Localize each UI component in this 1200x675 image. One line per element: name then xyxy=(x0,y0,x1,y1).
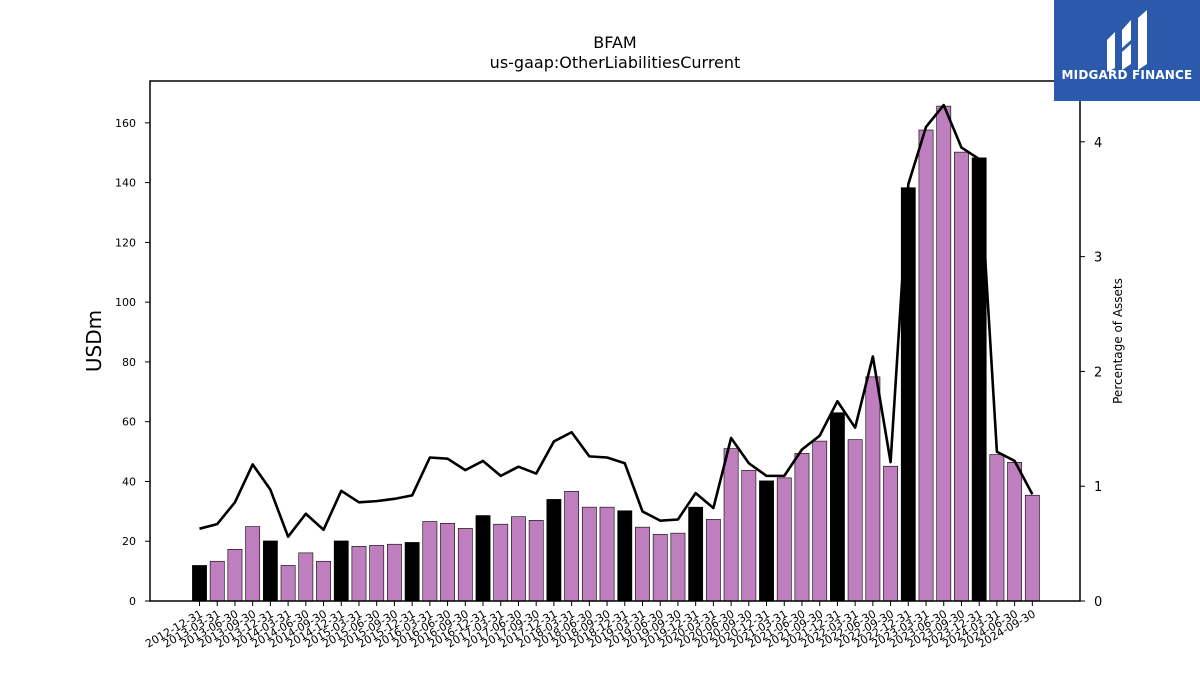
bar-2023-09-30 xyxy=(954,151,969,602)
bar-2023-06-30 xyxy=(936,105,952,602)
y-tick-label: 20 xyxy=(122,535,136,548)
axes: 020406080100120140160012342012-12-312013… xyxy=(115,117,1102,651)
bar-2016-09-30 xyxy=(457,528,473,602)
bar-2015-03-31 xyxy=(351,546,367,602)
bar-2022-06-30 xyxy=(865,376,881,602)
bar-2020-09-30 xyxy=(741,470,757,602)
bar-2019-12-31 xyxy=(688,506,704,602)
bar-2020-03-31 xyxy=(705,519,721,602)
bar-2020-06-30 xyxy=(723,448,739,602)
bar-2014-12-31 xyxy=(333,540,349,602)
bar-2016-06-30 xyxy=(440,522,455,602)
bar-2015-12-31 xyxy=(404,542,420,602)
bar-2020-12-31 xyxy=(759,480,774,602)
series-line xyxy=(199,103,1034,539)
y-axis-label: USDm xyxy=(82,310,106,372)
bar-2013-03-31 xyxy=(209,560,225,602)
y-tick-label: 120 xyxy=(115,236,136,249)
bar-2018-12-31 xyxy=(617,510,633,602)
y2-tick-label: 1 xyxy=(1094,480,1102,495)
y2-axis-label: Percentage of Assets xyxy=(1111,278,1125,404)
bar-2013-06-30 xyxy=(227,548,243,602)
y-tick-label: 140 xyxy=(115,177,136,190)
bar-2013-09-30 xyxy=(245,526,261,602)
bar-2015-09-30 xyxy=(387,543,402,602)
bar-2012-12-31 xyxy=(192,565,207,602)
bar-2019-03-31 xyxy=(635,526,650,602)
chart-title: BFAM xyxy=(593,33,636,52)
bar-2018-03-31 xyxy=(564,491,580,602)
y2-tick-label: 3 xyxy=(1094,251,1102,266)
bar-2016-12-31 xyxy=(475,515,491,602)
bar-2022-03-31 xyxy=(847,439,863,602)
line-layer xyxy=(199,103,1034,539)
bar-2021-12-31 xyxy=(830,412,845,602)
bar-2017-03-31 xyxy=(493,523,509,602)
logo-text: MIDGARD FINANCE xyxy=(1061,68,1193,82)
bar-2017-06-30 xyxy=(511,516,526,602)
y2-tick-label: 4 xyxy=(1094,136,1102,151)
y2-tick-label: 0 xyxy=(1094,595,1102,610)
bar-2021-09-30 xyxy=(812,440,828,602)
bar-2024-03-31 xyxy=(989,454,1005,602)
plot-frame xyxy=(149,80,1081,602)
midgard-logo-icon xyxy=(1107,10,1147,72)
y-tick-label: 40 xyxy=(122,475,136,488)
bar-2015-06-30 xyxy=(369,545,385,602)
bar-2016-03-31 xyxy=(422,521,438,602)
chart-subtitle: us-gaap:OtherLiabilitiesCurrent xyxy=(490,53,741,72)
y2-tick-label: 2 xyxy=(1094,365,1102,380)
bar-2021-06-30 xyxy=(794,453,810,602)
logo: MIDGARD FINANCE xyxy=(1054,0,1200,101)
bar-2023-03-31 xyxy=(918,129,934,602)
bar-2013-12-31 xyxy=(262,540,278,602)
bar-2021-03-31 xyxy=(776,477,792,602)
y-tick-label: 100 xyxy=(115,296,136,309)
bar-2019-06-30 xyxy=(652,534,668,602)
bar-2018-09-30 xyxy=(599,506,615,602)
bar-2017-12-31 xyxy=(546,499,562,602)
bar-2024-09-30 xyxy=(1024,494,1040,602)
y-tick-label: 160 xyxy=(115,117,136,130)
bar-2014-03-31 xyxy=(280,565,296,602)
bar-2014-06-30 xyxy=(298,552,314,602)
bar-2024-06-30 xyxy=(1007,462,1023,602)
bar-2014-09-30 xyxy=(316,560,331,602)
y-tick-label: 0 xyxy=(129,595,136,608)
y-tick-label: 60 xyxy=(122,416,136,429)
y-tick-label: 80 xyxy=(122,356,136,369)
bar-2018-06-30 xyxy=(581,506,597,602)
bar-2022-09-30 xyxy=(883,465,898,602)
bar-2019-09-30 xyxy=(670,532,686,602)
bar-2017-09-30 xyxy=(528,520,544,602)
